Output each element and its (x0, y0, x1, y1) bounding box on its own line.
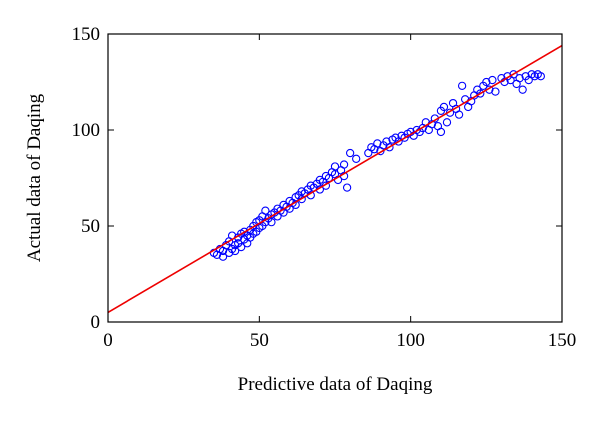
point (457, 81, 467, 90)
plot-area (108, 44, 562, 314)
point (442, 118, 452, 127)
point (436, 127, 446, 137)
point (373, 139, 382, 148)
point (342, 183, 352, 192)
x-tick-label: 0 (103, 330, 113, 351)
point (439, 102, 449, 112)
y-tick-label: 150 (72, 24, 101, 45)
point (267, 218, 276, 227)
point (330, 162, 340, 171)
point (237, 242, 246, 252)
point (352, 154, 361, 163)
point (509, 70, 518, 79)
y-tick-label: 0 (91, 312, 101, 333)
point (482, 77, 491, 87)
point (218, 252, 228, 261)
fit-line (108, 44, 562, 314)
point (488, 75, 497, 85)
y-tick-label: 50 (81, 216, 100, 237)
point (476, 89, 485, 98)
x-tick-label: 50 (250, 330, 269, 351)
point (515, 74, 524, 83)
x-tick-label: 150 (548, 330, 577, 351)
point (518, 85, 527, 94)
point (261, 206, 270, 215)
x-tick-label: 100 (396, 330, 425, 351)
point (230, 246, 240, 256)
point (454, 110, 464, 119)
point (345, 148, 355, 158)
y-tick-label: 100 (72, 120, 101, 141)
point (536, 72, 545, 81)
point (339, 160, 349, 169)
point (491, 87, 500, 96)
x-axis-label: Predictive data of Daqing (238, 374, 433, 395)
point (385, 143, 394, 152)
plot-frame (107, 33, 563, 323)
y-axis-label: Actual data of Daqing (24, 93, 45, 262)
